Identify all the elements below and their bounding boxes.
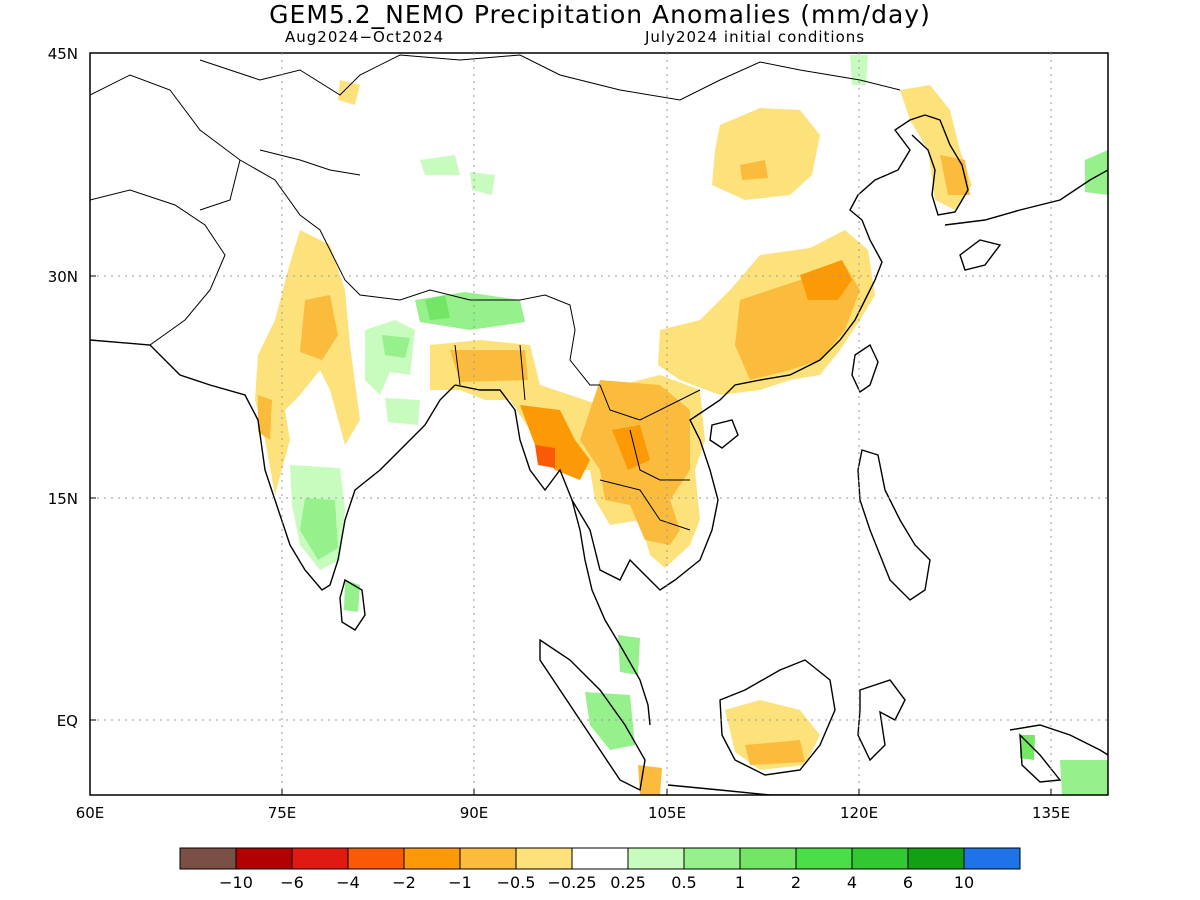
graticule [90, 53, 1108, 795]
colorbar-swatch [795, 847, 853, 870]
colorbar-label: −4 [336, 873, 360, 892]
lat-label: 15N [48, 490, 78, 508]
colorbar-label: −0.5 [497, 873, 536, 892]
colorbar-swatch [291, 847, 349, 870]
lon-label: 135E [1032, 804, 1070, 822]
colorbar-swatch [403, 847, 461, 870]
colorbar-swatch [683, 847, 741, 870]
colorbar-swatch [235, 847, 293, 870]
colorbar-swatch [963, 847, 1021, 870]
axis-ticks: 60E 75E 90E 105E 120E 135E 45N 30N 15N EQ [48, 45, 1070, 822]
colorbar-label: −2 [392, 873, 416, 892]
colorbar: −10 −6 −4 −2 −1 −0.5 −0.25 0.25 0.5 1 2 4 6 10 [179, 847, 1021, 892]
lat-label: EQ [57, 712, 78, 730]
colorbar-swatch [179, 847, 237, 870]
map-title: GEM5.2_NEMO Precipitation Anomalies (mm/… [269, 0, 931, 29]
colorbar-swatch [571, 847, 629, 870]
lon-label: 75E [268, 804, 297, 822]
colorbar-label: 4 [847, 873, 857, 892]
initial-conditions: July2024 initial conditions [645, 28, 866, 46]
coastlines [90, 114, 1108, 795]
colorbar-swatch [627, 847, 685, 870]
colorbar-swatch [907, 847, 965, 870]
colorbar-label: 6 [903, 873, 913, 892]
colorbar-label: −10 [219, 873, 253, 892]
colorbar-label: 1 [735, 873, 745, 892]
colorbar-label: −0.25 [547, 873, 596, 892]
colorbar-swatch [739, 847, 797, 870]
plot-frame [89, 52, 1109, 796]
country-borders [90, 54, 901, 531]
colorbar-label: 10 [954, 873, 974, 892]
anomaly-shading [255, 55, 1108, 795]
lon-label: 105E [648, 804, 686, 822]
colorbar-swatch [851, 847, 909, 870]
colorbar-swatch [347, 847, 405, 870]
colorbar-label: 0.5 [671, 873, 696, 892]
lat-label: 30N [48, 268, 78, 286]
colorbar-swatch [515, 847, 573, 870]
lat-label: 45N [48, 45, 78, 63]
lon-label: 60E [76, 804, 105, 822]
colorbar-label: −1 [448, 873, 472, 892]
colorbar-label: 0.25 [610, 873, 646, 892]
lon-label: 120E [840, 804, 878, 822]
forecast-period: Aug2024−Oct2024 [285, 28, 445, 46]
colorbar-label: 2 [791, 873, 801, 892]
lon-label: 90E [460, 804, 489, 822]
colorbar-label: −6 [280, 873, 304, 892]
colorbar-swatch [459, 847, 517, 870]
